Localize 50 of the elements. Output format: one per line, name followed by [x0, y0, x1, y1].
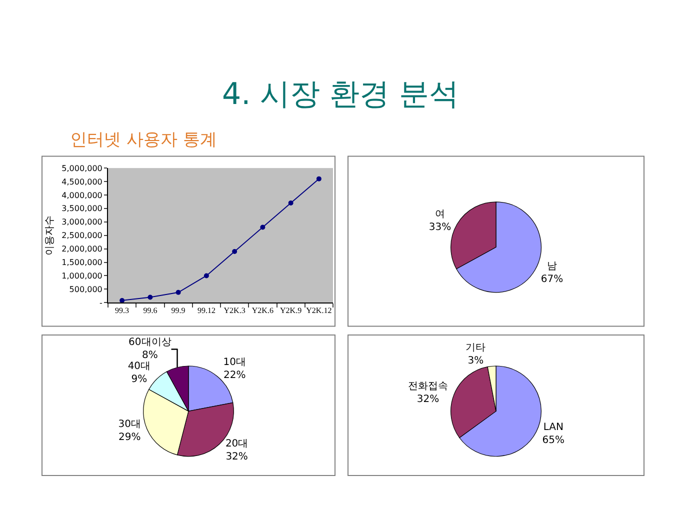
slice-label: 60대이상 [128, 337, 172, 348]
point [148, 294, 153, 300]
data-label: 67% [540, 274, 564, 286]
x-tick-label: 99.9 [171, 306, 186, 316]
y-tick-label: - [100, 298, 103, 308]
slice-label: 10대 [223, 357, 246, 368]
data-label: 65% [542, 435, 564, 446]
y-tick-label: 1,000,000 [62, 272, 102, 281]
x-tick-label: 99.3 [115, 306, 130, 316]
y-tick-label: 3,500,000 [62, 204, 102, 214]
slice-label: 40대 [128, 361, 151, 372]
slice-label: 20대 [225, 438, 248, 450]
slice-label: 전화접속 [408, 380, 448, 392]
slice-label: 30대 [118, 419, 142, 430]
x-tick-label: Y2K.3 [224, 306, 246, 316]
x-tick-label: Y2K.9 [280, 306, 302, 316]
y-tick-label: 4,000,000 [62, 190, 102, 200]
point [204, 273, 209, 278]
x-tick-label: 99.12 [197, 306, 216, 316]
y-tick-label: 1,500,000 [62, 258, 102, 268]
y-tick-label: 2,500,000 [62, 231, 102, 240]
x-tick-label: 99.6 [143, 306, 158, 316]
slice-label: 여 [434, 209, 445, 220]
x-tick-label: Y2K.12 [306, 306, 332, 316]
chart-title: 4. 시장 환경 분석 [222, 77, 460, 112]
chart-subtitle: 인터넷 사용자 통계 [70, 130, 217, 150]
point [260, 224, 266, 230]
data-label: 3% [468, 355, 484, 366]
point [288, 200, 294, 206]
y-tick-label: 4,500,000 [62, 177, 102, 186]
slice-label: 남 [547, 261, 558, 272]
point [232, 248, 238, 254]
data-label: 32% [226, 452, 248, 463]
y-tick-label: 5,000,000 [62, 164, 102, 173]
point [120, 298, 125, 303]
point [316, 176, 322, 182]
point [176, 290, 181, 295]
data-label: 33% [428, 222, 452, 234]
y-tick-label: 2,000,000 [62, 244, 102, 254]
x-tick-label: Y2K.6 [252, 306, 274, 316]
data-label: 32% [416, 394, 440, 405]
data-label: 29% [118, 432, 141, 444]
data-label: 9% [131, 374, 148, 386]
data-label: 22% [224, 370, 246, 382]
slice-label: LAN [543, 422, 564, 434]
data-label: 8% [142, 350, 158, 362]
slice-label: 기타 [466, 342, 486, 354]
y-tick-label: 3,000,000 [62, 218, 102, 227]
y-tick-label: 500,000 [69, 284, 102, 294]
y-axis-title: 이용자수 [44, 215, 56, 256]
